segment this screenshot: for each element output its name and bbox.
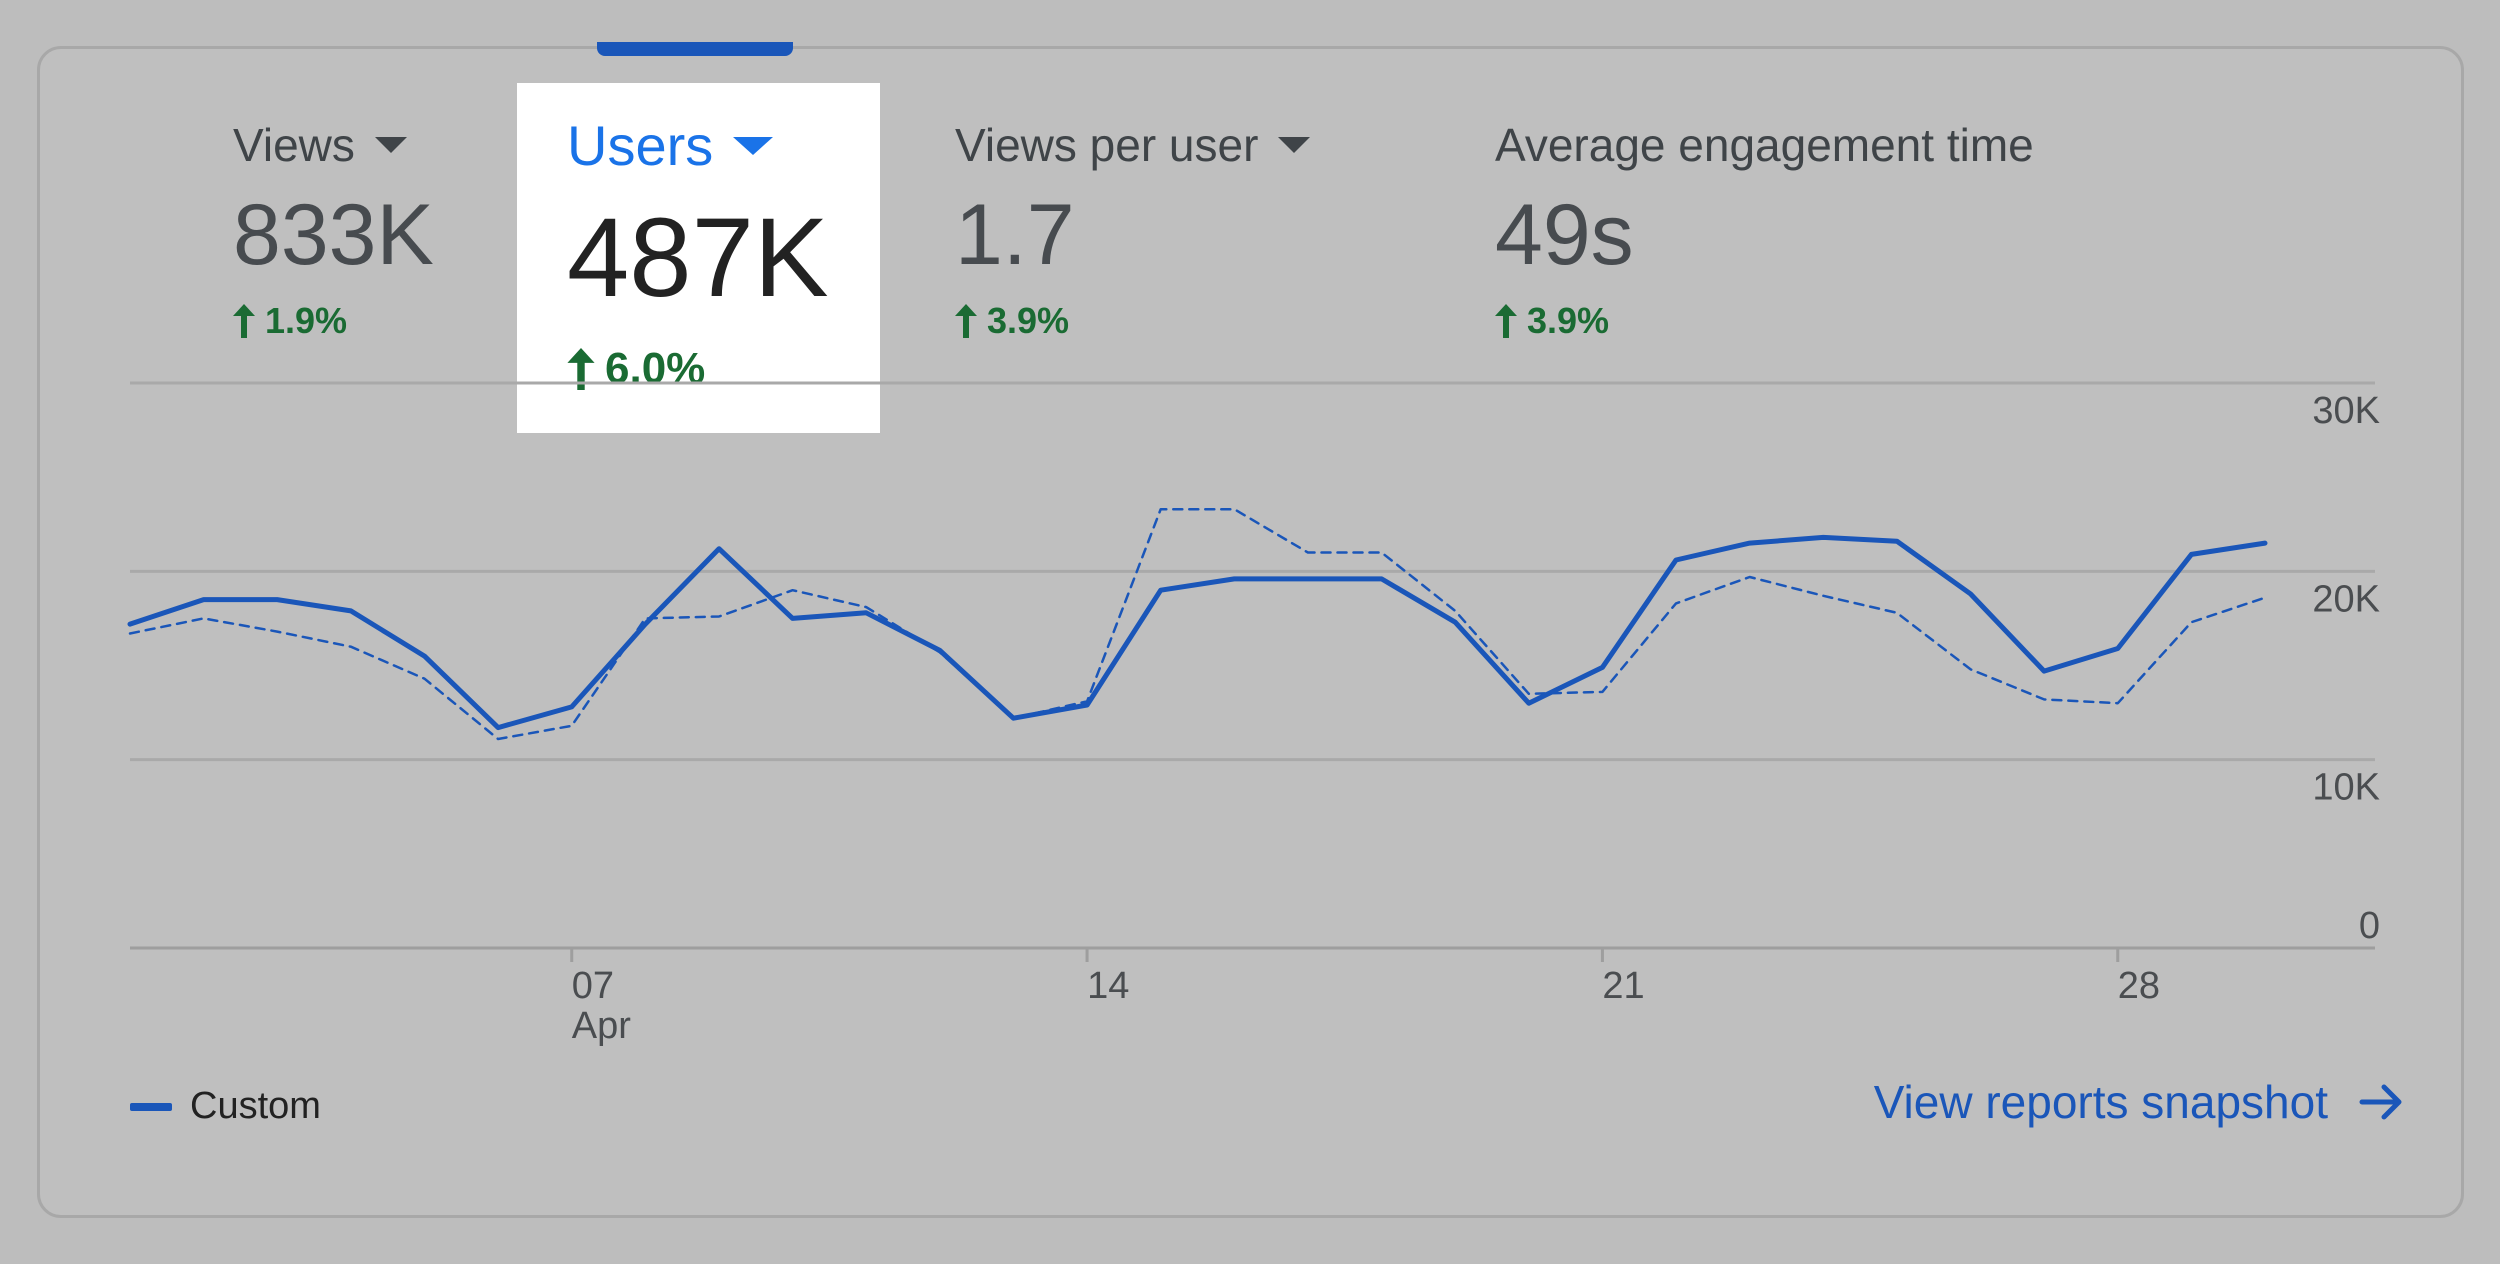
arrow-up-icon <box>233 304 255 338</box>
custom-series-line <box>127 534 2268 731</box>
chart-legend: Custom <box>130 1085 321 1128</box>
y-tick-label: 0 <box>2359 905 2380 947</box>
metric-value: 487K <box>567 195 829 320</box>
metric-change-value: 3.9% <box>987 300 1070 341</box>
x-tick-sublabel: Apr <box>572 1005 631 1047</box>
legend-swatch <box>130 1102 172 1111</box>
metric-change: 3.9% <box>1495 300 2034 342</box>
caret-down-icon[interactable] <box>1278 137 1311 153</box>
metric-average-engagement-time[interactable]: Average engagement time 49s 3.9% <box>1495 118 2034 342</box>
metric-label: Views per user <box>955 119 1259 171</box>
metric-change-value: 1.9% <box>265 300 348 341</box>
users-overview-card <box>37 46 2464 1218</box>
caret-down-icon[interactable] <box>733 136 774 155</box>
metric-change-value: 3.9% <box>1527 300 1610 341</box>
metric-change-value: 6.0% <box>605 344 706 393</box>
metric-views-per-user[interactable]: Views per user 1.7 3.9% <box>955 118 1311 342</box>
metric-label: Average engagement time <box>1495 119 2034 171</box>
metric-change: 3.9% <box>955 300 1310 342</box>
y-tick-label: 10K <box>2312 767 2380 809</box>
arrow-up-icon <box>567 348 595 390</box>
selected-tab-indicator <box>597 42 793 56</box>
metric-users[interactable]: Users 487K 6.0% <box>517 83 880 433</box>
y-tick-label: 20K <box>2312 578 2380 620</box>
arrow-up-icon <box>955 304 977 338</box>
metric-change: 6.0% <box>567 344 880 394</box>
legend-label: Custom <box>190 1085 321 1127</box>
y-tick-label: 30K <box>2312 390 2380 432</box>
view-reports-snapshot-label: View reports snapshot <box>1873 1076 2328 1128</box>
metric-label: Users <box>567 114 714 177</box>
x-tick-label: 14 <box>1087 965 1129 1007</box>
metric-value: 1.7 <box>955 187 1075 283</box>
metric-change: 1.9% <box>233 300 434 342</box>
arrow-right-icon <box>2359 1084 2402 1120</box>
x-tick-label: 21 <box>1602 965 1644 1007</box>
caret-down-icon[interactable] <box>374 137 407 153</box>
comparison-series-line <box>128 507 2267 741</box>
view-reports-snapshot-link[interactable]: View reports snapshot <box>1874 1075 2404 1129</box>
x-tick-label: 07 <box>572 965 614 1007</box>
metric-label: Views <box>233 119 355 171</box>
x-tick-label: 28 <box>2118 965 2160 1007</box>
arrow-up-icon <box>1495 304 1517 338</box>
metric-views[interactable]: Views 833K 1.9% <box>233 118 434 342</box>
metric-value: 49s <box>1495 187 1634 283</box>
metric-value: 833K <box>233 187 434 283</box>
